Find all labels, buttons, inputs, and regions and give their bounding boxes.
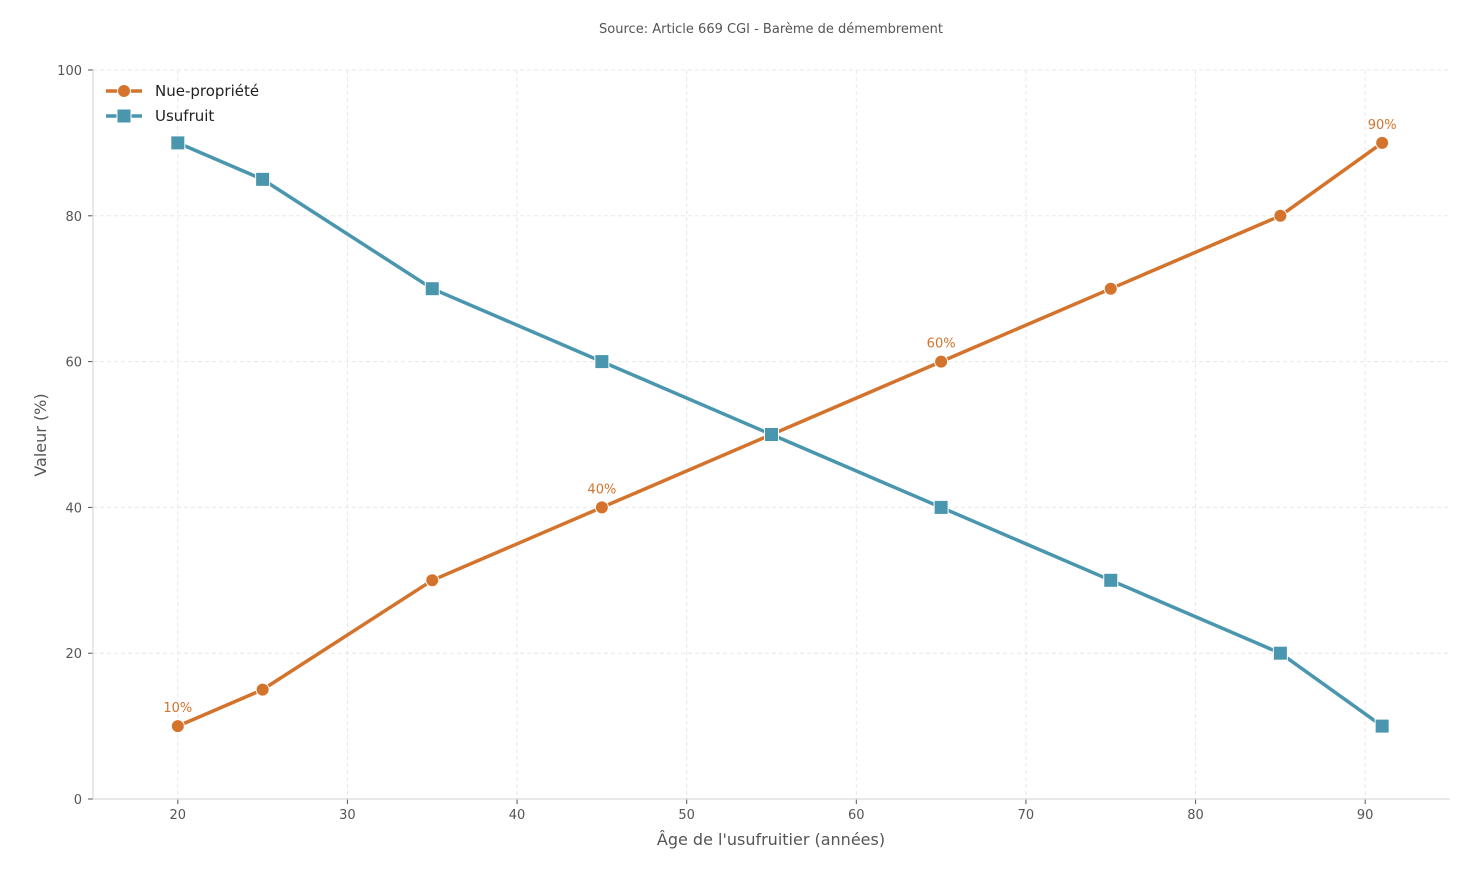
y-tick-label: 20 <box>65 647 82 662</box>
y-tick-label: 0 <box>74 793 82 808</box>
circle-marker <box>255 682 270 697</box>
x-tick-label: 20 <box>170 808 187 823</box>
square-marker <box>1374 718 1390 734</box>
series-line <box>177 141 1384 728</box>
data-label: 60% <box>927 337 956 352</box>
circle-marker <box>1273 208 1288 223</box>
y-axis-label: Valeur (%) <box>31 393 50 476</box>
square-marker <box>255 171 271 187</box>
circle-marker <box>117 84 131 98</box>
chart-title: Source: Article 669 CGI - Barème de déme… <box>599 22 943 37</box>
series-lines <box>170 135 1390 734</box>
axes: 20 30 40 50 60 70 80 90 0 20 40 60 80 100 <box>57 64 1450 823</box>
data-label: 40% <box>587 482 616 497</box>
y-tick-label: 100 <box>57 64 82 79</box>
legend-label: Usufruit <box>155 107 214 125</box>
legend-item: Usufruit <box>106 107 214 125</box>
y-tick-label: 80 <box>65 210 82 225</box>
circle-marker <box>594 500 609 515</box>
square-marker <box>933 499 949 515</box>
circle-marker <box>934 354 949 369</box>
square-marker <box>594 354 610 370</box>
legend: Nue-propriété Usufruit <box>106 82 259 125</box>
square-marker <box>424 281 440 297</box>
x-tick-label: 90 <box>1357 808 1374 823</box>
legend-item: Nue-propriété <box>106 82 259 100</box>
data-label: 10% <box>163 701 192 716</box>
circle-marker <box>425 573 440 588</box>
circle-marker <box>1375 135 1390 150</box>
x-tick-label: 40 <box>509 808 526 823</box>
x-tick-label: 50 <box>678 808 695 823</box>
series-usufruit <box>170 135 1390 734</box>
x-tick-label: 60 <box>848 808 865 823</box>
series-line <box>177 141 1384 728</box>
square-marker <box>170 135 186 151</box>
circle-marker <box>170 719 185 734</box>
x-axis-label: Âge de l'usufruitier (années) <box>657 830 885 849</box>
square-marker <box>1103 572 1119 588</box>
data-labels: 10% 40% 60% 90% <box>163 118 1396 716</box>
y-tick-label: 40 <box>65 501 82 516</box>
square-marker <box>1272 645 1288 661</box>
legend-label: Nue-propriété <box>155 82 259 100</box>
series-nue-propri-t- <box>170 135 1390 734</box>
x-tick-label: 80 <box>1187 808 1204 823</box>
x-tick-label: 70 <box>1018 808 1035 823</box>
y-tick-label: 60 <box>65 356 82 371</box>
circle-marker <box>1103 281 1118 296</box>
x-tick-label: 30 <box>339 808 356 823</box>
square-marker <box>764 427 779 442</box>
data-label: 90% <box>1368 118 1397 133</box>
square-marker <box>116 108 132 124</box>
